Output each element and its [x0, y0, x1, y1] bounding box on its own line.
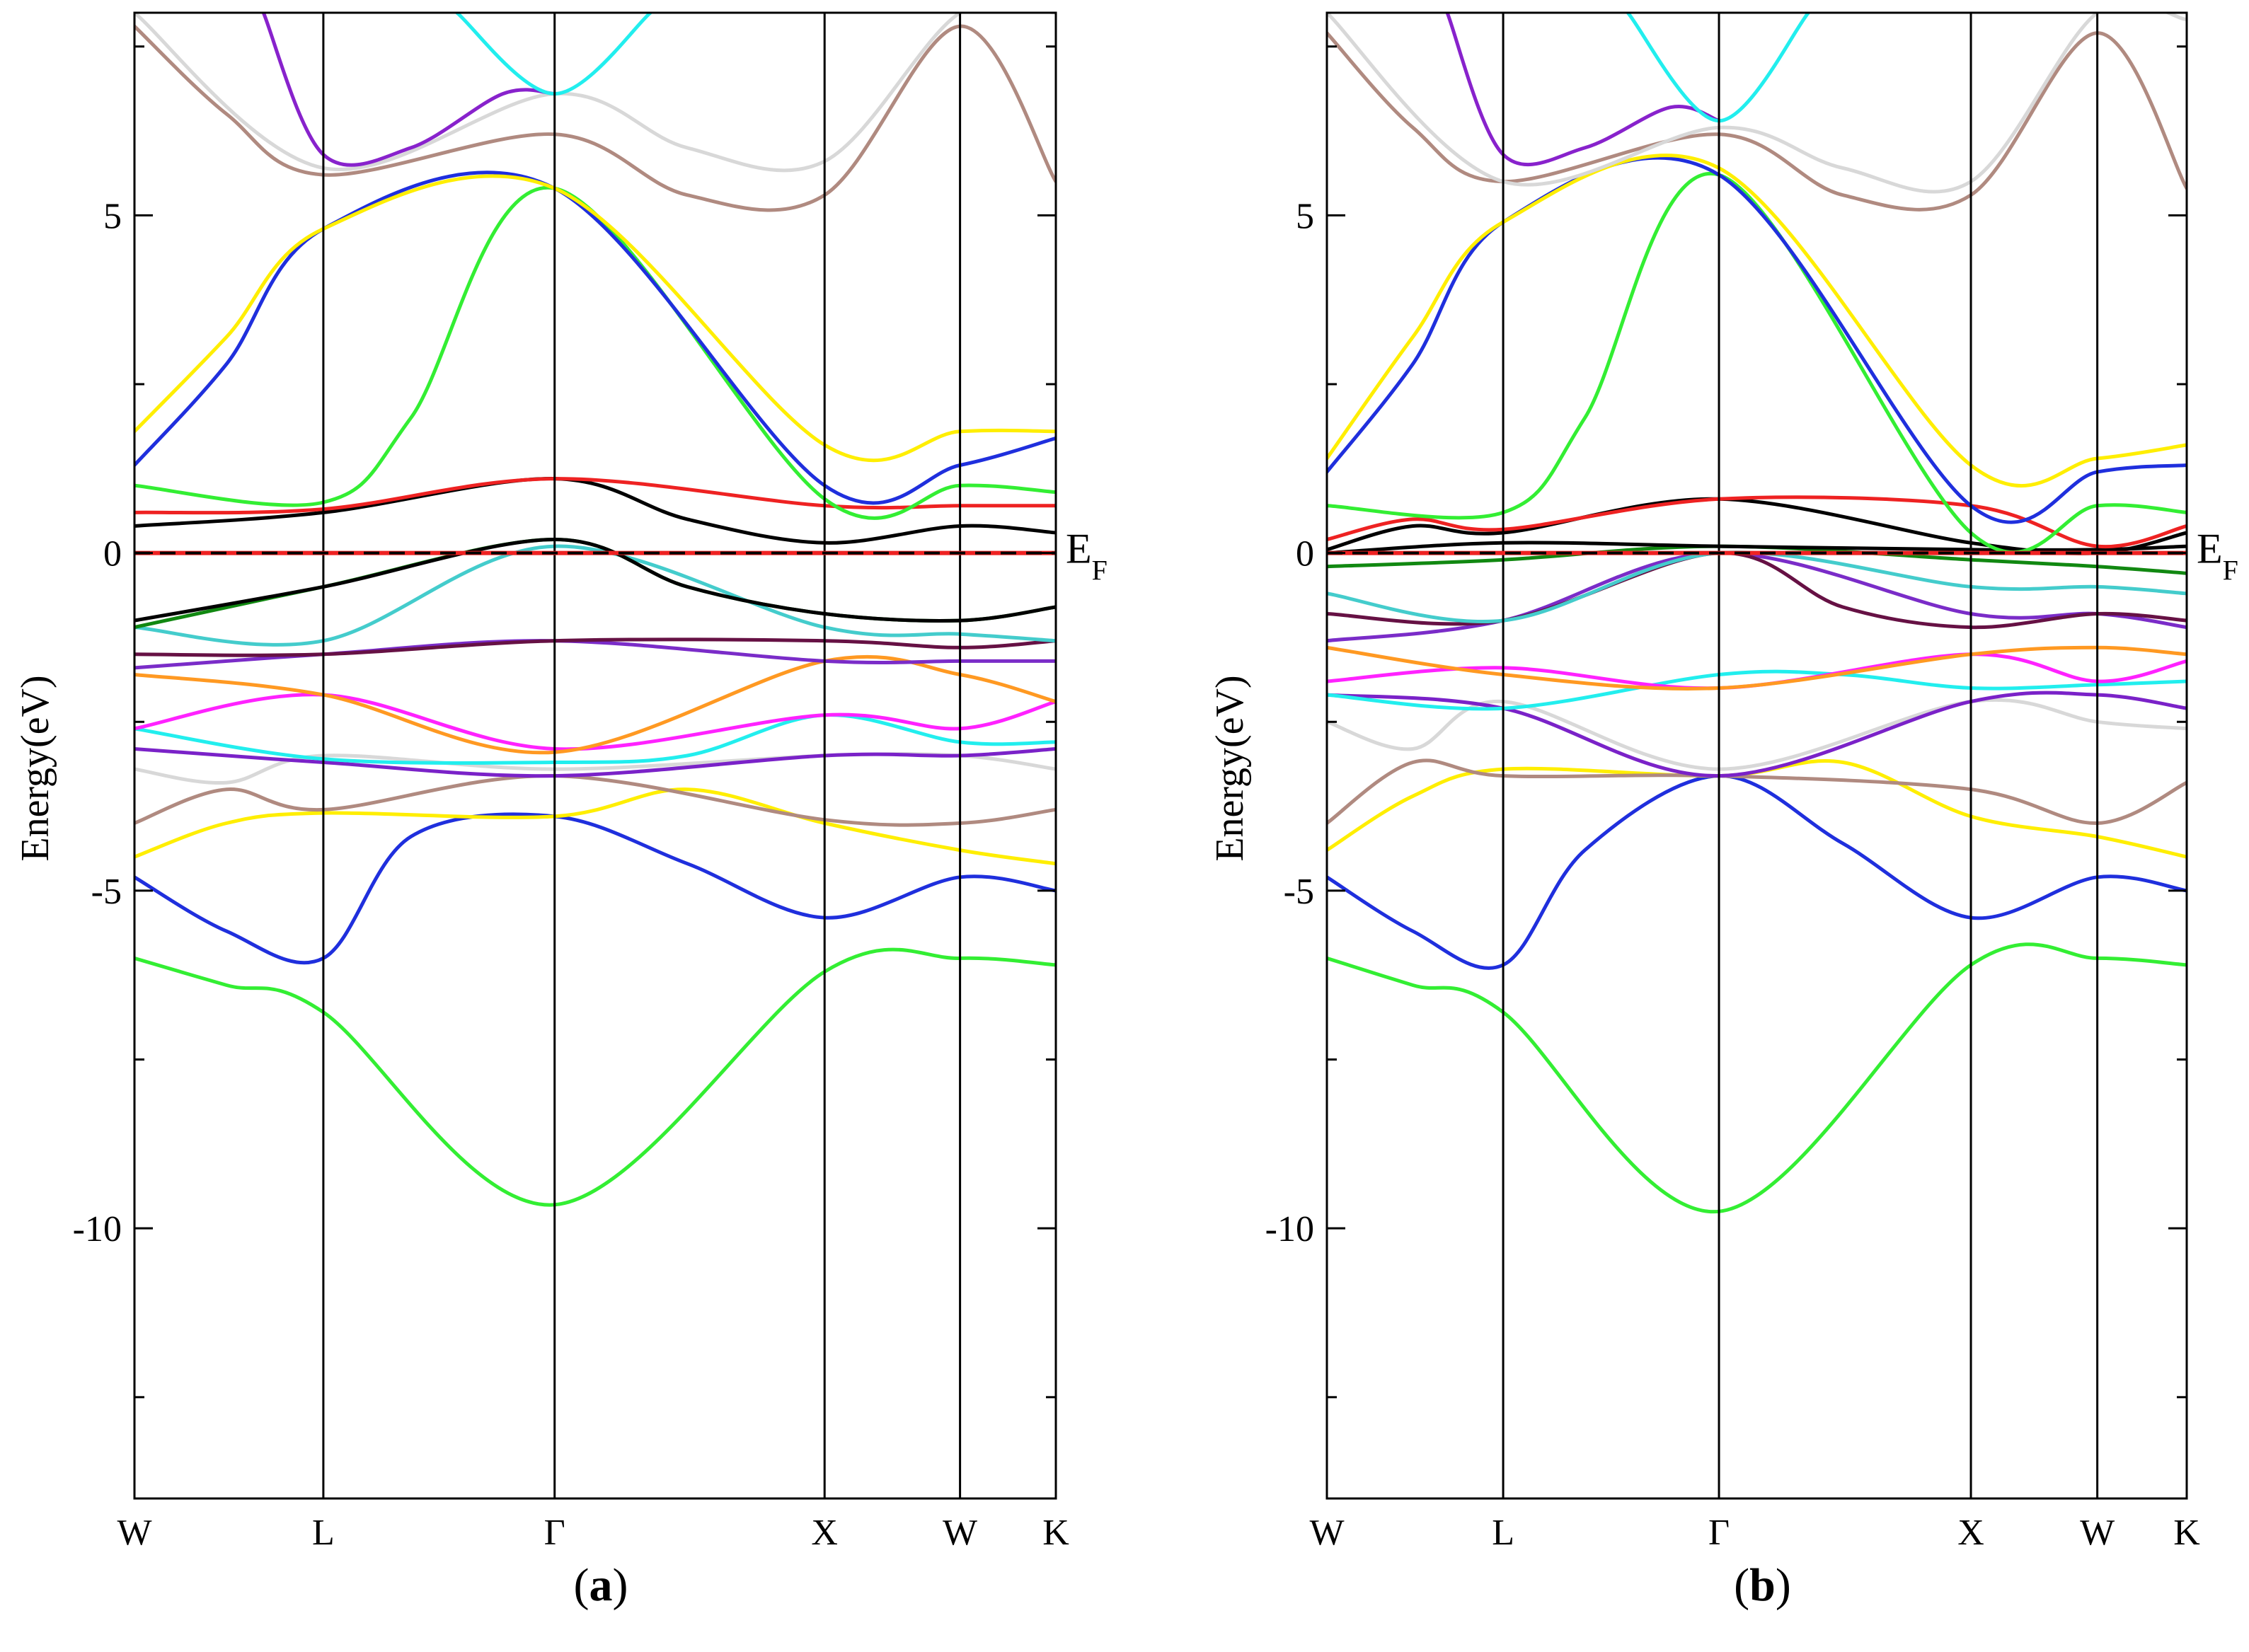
band-line-7	[1327, 669, 2187, 711]
kpoint-label: X	[1957, 1513, 1984, 1553]
fermi-label: EF	[2197, 526, 2238, 587]
band-line-20	[1327, 31, 2187, 212]
panel-b: W L Γ X W K 5 0 -5 -10 Energy(eV) EF (b)	[1208, 11, 2238, 1611]
band-line-18	[1327, 156, 2187, 524]
band-line-1	[134, 947, 1056, 1207]
plot-area	[1327, 13, 2187, 1498]
plot-frame	[1325, 11, 2188, 1500]
band-line-21	[134, 13, 1056, 173]
y-tick-label: 5	[103, 196, 122, 236]
plot-frame	[133, 11, 1057, 1500]
fermi-label-main: E	[1066, 526, 1092, 572]
panel-label-open: (	[574, 1559, 589, 1611]
band-line-19	[134, 174, 1056, 463]
band-line-20	[134, 24, 1056, 212]
band-line-7	[134, 713, 1056, 765]
kpoint-label: K	[1042, 1513, 1069, 1553]
band-line-16	[1327, 495, 2187, 549]
fermi-label-sub: F	[1092, 555, 1108, 587]
kpoint-label: X	[811, 1513, 838, 1553]
panel-label-open: (	[1734, 1559, 1749, 1611]
panel-label-close: )	[613, 1559, 628, 1611]
kpoint-label: W	[943, 1513, 977, 1553]
fermi-label-sub: F	[2223, 555, 2238, 587]
band-line-15	[134, 477, 1056, 545]
band-line-1	[1327, 942, 2187, 1213]
band-line-11	[134, 637, 1056, 657]
panel-label: (b)	[1734, 1559, 1791, 1611]
band-line-6	[1327, 691, 2187, 778]
kpoint-label: Γ	[544, 1513, 565, 1553]
kpoint-label: Γ	[1708, 1513, 1730, 1553]
panel-label-close: )	[1776, 1559, 1791, 1611]
kpoint-label: W	[117, 1513, 151, 1553]
y-tick-label: -5	[91, 872, 122, 912]
y-axis-title: Energy(eV)	[1208, 675, 1252, 861]
y-axis-title: Energy(eV)	[13, 675, 57, 861]
band-line-14	[134, 538, 1056, 623]
bands	[134, 13, 1056, 1207]
y-tick-label: -10	[1265, 1209, 1314, 1249]
panel-a: W L Γ X W K 5 0 -5 -10 Energy(eV) EF (a)	[13, 11, 1108, 1611]
panel-label: (a)	[574, 1559, 628, 1611]
y-tick-label: 0	[103, 534, 122, 574]
band-line-6	[134, 747, 1056, 778]
panel-label-letter: a	[589, 1559, 613, 1611]
kpoint-label: K	[2173, 1513, 2200, 1553]
y-tick-label: -10	[73, 1209, 122, 1249]
band-line-8	[134, 693, 1056, 751]
y-tick-label: 5	[1296, 196, 1314, 236]
band-line-3	[134, 787, 1056, 866]
y-tick-label: -5	[1284, 872, 1314, 912]
kpoint-label: W	[2080, 1513, 2115, 1553]
panel-label-letter: b	[1749, 1559, 1776, 1611]
band-line-22	[1445, 13, 1721, 167]
band-line-22	[261, 13, 557, 167]
band-line-19	[1327, 154, 2187, 488]
band-line-9	[134, 654, 1056, 755]
band-line-16	[134, 477, 1056, 515]
fermi-label: EF	[1066, 526, 1108, 587]
y-tick-label: 0	[1296, 534, 1314, 574]
kpoint-label: L	[312, 1513, 335, 1553]
fermi-label-main: E	[2197, 526, 2223, 572]
kpoint-label: W	[1309, 1513, 1344, 1553]
band-line-21	[1327, 13, 2187, 194]
kpoint-label: L	[1492, 1513, 1514, 1553]
